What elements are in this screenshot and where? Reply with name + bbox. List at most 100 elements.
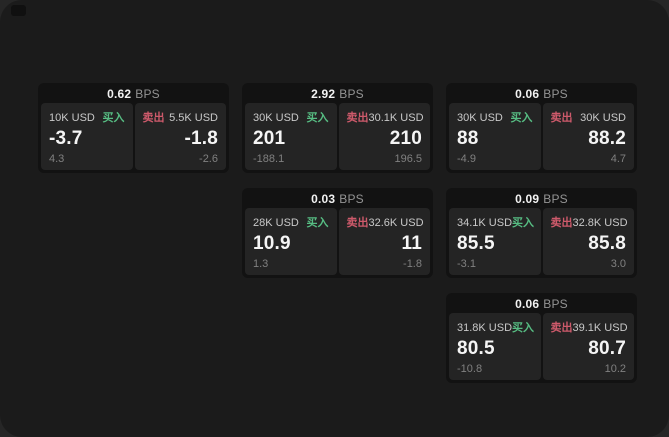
buy-panel[interactable]: 31.8K USD 买入 80.5 -10.8 [449, 313, 541, 380]
panel-top: 卖出 5.5K USD [143, 109, 219, 125]
panel-top: 卖出 39.1K USD [550, 319, 628, 335]
buy-amount: 34.1K USD [457, 217, 513, 229]
buy-price: 80.5 [457, 338, 495, 359]
sell-side-label: 卖出 [550, 322, 573, 334]
bps-header: 0.03 BPS [245, 191, 430, 208]
buy-delta: 4.3 [49, 153, 65, 165]
panels: 34.1K USD 买入 85.5 -3.1 卖出 32.8K USD 85.8… [449, 208, 634, 275]
panel-top: 卖出 30.1K USD [346, 109, 424, 125]
buy-delta: -10.8 [457, 363, 483, 375]
sell-amount: 30.1K USD [368, 112, 424, 124]
panel-top: 卖出 32.8K USD [550, 214, 628, 230]
quote-card[interactable]: 2.92 BPS 30K USD 买入 201 -188.1 卖出 30.1K U… [242, 83, 433, 173]
buy-delta: -4.9 [457, 153, 476, 165]
buy-panel[interactable]: 30K USD 买入 88 -4.9 [449, 103, 541, 170]
panels: 28K USD 买入 10.9 1.3 卖出 32.6K USD 11 -1.8 [245, 208, 430, 275]
panels: 30K USD 买入 88 -4.9 卖出 30K USD 88.2 4.7 [449, 103, 634, 170]
buy-price: 85.5 [457, 233, 495, 254]
buy-delta: -188.1 [253, 153, 285, 165]
sell-amount: 30K USD [580, 112, 626, 124]
sell-delta: 3.0 [610, 258, 626, 270]
quote-card[interactable]: 0.09 BPS 34.1K USD 买入 85.5 -3.1 卖出 32.8K … [446, 188, 637, 278]
bps-unit: BPS [543, 87, 568, 101]
buy-side-label: 买入 [102, 112, 125, 124]
bps-header: 0.09 BPS [449, 191, 634, 208]
buy-amount: 28K USD [253, 217, 299, 229]
sell-price: -1.8 [184, 128, 218, 149]
sell-panel[interactable]: 卖出 30.1K USD 210 196.5 [338, 103, 430, 170]
buy-panel[interactable]: 34.1K USD 买入 85.5 -3.1 [449, 208, 541, 275]
bps-header: 0.62 BPS [41, 86, 226, 103]
bps-header: 2.92 BPS [245, 86, 430, 103]
bps-unit: BPS [543, 297, 568, 311]
sell-price: 85.8 [588, 233, 626, 254]
panels: 10K USD 买入 -3.7 4.3 卖出 5.5K USD -1.8 -2.… [41, 103, 226, 170]
buy-side-label: 买入 [512, 322, 535, 334]
sell-price: 210 [389, 128, 422, 149]
quote-card[interactable]: 0.03 BPS 28K USD 买入 10.9 1.3 卖出 32.6K USD… [242, 188, 433, 278]
buy-price: -3.7 [49, 128, 83, 149]
buy-panel[interactable]: 10K USD 买入 -3.7 4.3 [41, 103, 133, 170]
sell-side-label: 卖出 [346, 217, 369, 229]
buy-panel[interactable]: 28K USD 买入 10.9 1.3 [245, 208, 337, 275]
sell-amount: 5.5K USD [169, 112, 218, 124]
panel-top: 卖出 30K USD [551, 109, 627, 125]
sell-panel[interactable]: 卖出 32.6K USD 11 -1.8 [338, 208, 430, 275]
sell-side-label: 卖出 [550, 217, 573, 229]
bps-unit: BPS [339, 87, 364, 101]
buy-panel[interactable]: 30K USD 买入 201 -188.1 [245, 103, 337, 170]
buy-amount: 31.8K USD [457, 322, 513, 334]
buy-side-label: 买入 [512, 217, 535, 229]
sell-delta: -1.8 [403, 258, 422, 270]
bps-value: 0.06 [515, 87, 540, 101]
sell-panel[interactable]: 卖出 32.8K USD 85.8 3.0 [542, 208, 634, 275]
buy-amount: 10K USD [49, 112, 95, 124]
buy-amount: 30K USD [457, 112, 503, 124]
app-icon[interactable] [11, 5, 26, 16]
quote-card[interactable]: 0.06 BPS 30K USD 买入 88 -4.9 卖出 30K USD 88… [446, 83, 637, 173]
bps-header: 0.06 BPS [449, 296, 634, 313]
buy-price: 201 [253, 128, 286, 149]
sell-side-label: 卖出 [142, 112, 165, 124]
quote-card[interactable]: 0.62 BPS 10K USD 买入 -3.7 4.3 卖出 5.5K USD … [38, 83, 229, 173]
sell-delta: 4.7 [610, 153, 626, 165]
panel-top: 卖出 32.6K USD [346, 214, 424, 230]
sell-amount: 39.1K USD [572, 322, 628, 334]
buy-price: 10.9 [253, 233, 291, 254]
panel-top: 34.1K USD 买入 [457, 214, 535, 230]
sell-panel[interactable]: 卖出 39.1K USD 80.7 10.2 [542, 313, 634, 380]
buy-delta: -3.1 [457, 258, 476, 270]
quote-card[interactable]: 0.06 BPS 31.8K USD 买入 80.5 -10.8 卖出 39.1K… [446, 293, 637, 383]
bps-unit: BPS [135, 87, 160, 101]
sell-delta: 10.2 [604, 363, 626, 375]
buy-price: 88 [457, 128, 479, 149]
bps-unit: BPS [543, 192, 568, 206]
sell-delta: 196.5 [394, 153, 422, 165]
panel-top: 31.8K USD 买入 [457, 319, 535, 335]
panel-top: 30K USD 买入 [253, 109, 329, 125]
sell-price: 11 [401, 233, 422, 254]
sell-side-label: 卖出 [346, 112, 369, 124]
sell-panel[interactable]: 卖出 5.5K USD -1.8 -2.6 [134, 103, 226, 170]
panels: 30K USD 买入 201 -188.1 卖出 30.1K USD 210 1… [245, 103, 430, 170]
panel-top: 28K USD 买入 [253, 214, 329, 230]
panel-top: 30K USD 买入 [457, 109, 533, 125]
sell-amount: 32.8K USD [572, 217, 628, 229]
sell-delta: -2.6 [199, 153, 218, 165]
sell-side-label: 卖出 [550, 112, 573, 124]
buy-side-label: 买入 [306, 112, 329, 124]
sell-amount: 32.6K USD [368, 217, 424, 229]
bps-header: 0.06 BPS [449, 86, 634, 103]
panels: 31.8K USD 买入 80.5 -10.8 卖出 39.1K USD 80.… [449, 313, 634, 380]
buy-amount: 30K USD [253, 112, 299, 124]
buy-side-label: 买入 [510, 112, 533, 124]
panel-top: 10K USD 买入 [49, 109, 125, 125]
bps-value: 2.92 [311, 87, 336, 101]
bps-value: 0.09 [515, 192, 540, 206]
sell-price: 88.2 [588, 128, 626, 149]
bps-value: 0.62 [107, 87, 132, 101]
bps-unit: BPS [339, 192, 364, 206]
sell-panel[interactable]: 卖出 30K USD 88.2 4.7 [542, 103, 634, 170]
buy-side-label: 买入 [306, 217, 329, 229]
